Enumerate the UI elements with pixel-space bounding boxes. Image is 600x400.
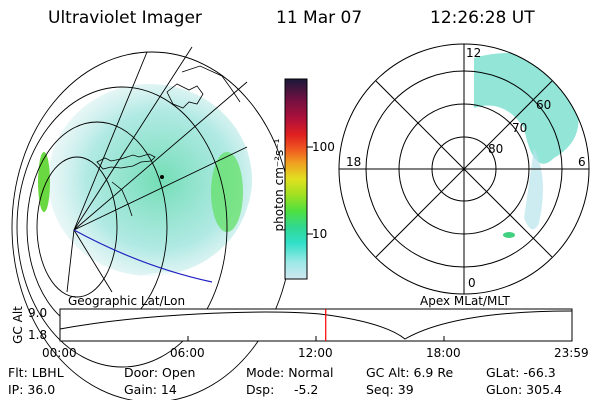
ip-label: IP: 36.0 bbox=[8, 382, 56, 397]
colorbar bbox=[284, 78, 313, 280]
lat-label-60: 60 bbox=[536, 98, 552, 112]
colorbar-tick-10: 10 bbox=[312, 227, 328, 241]
polar-grid bbox=[338, 43, 590, 295]
lat-lon-grid bbox=[11, 46, 293, 400]
mode-label: Mode: Normal bbox=[246, 365, 334, 380]
mlt-label-12: 12 bbox=[466, 46, 482, 60]
gc-alt-label: GC Alt: 6.9 Re bbox=[366, 365, 454, 380]
dsp-value: -5.2 bbox=[294, 382, 319, 397]
timeline-y-tick-bottom: 1.8 bbox=[28, 328, 48, 342]
timeline-x-tick-1800: 18:00 bbox=[426, 346, 461, 360]
lat-label-70: 70 bbox=[512, 121, 528, 135]
colorbar-tick-100: 100 bbox=[312, 140, 335, 154]
timeline-y-axis-label: GC Alt bbox=[11, 306, 25, 344]
polar-mlt-plot bbox=[338, 43, 590, 295]
timeline-x-tick-0000: 00:00 bbox=[42, 346, 77, 360]
aurora-emission-left bbox=[48, 84, 252, 276]
glon-label: GLon: 305.4 bbox=[486, 382, 562, 397]
left-panel-caption: Geographic Lat/Lon bbox=[68, 294, 186, 308]
mlt-label-18: 18 bbox=[346, 155, 362, 169]
dsp-label: Dsp: bbox=[246, 382, 275, 397]
timeline-x-tick-0600: 06:00 bbox=[170, 346, 205, 360]
date-label: 11 Mar 07 bbox=[276, 8, 363, 28]
glat-label: GLat: -66.3 bbox=[486, 365, 556, 380]
door-label: Door: Open bbox=[124, 365, 196, 380]
satellite-track bbox=[73, 229, 213, 283]
instrument-title: Ultraviolet Imager bbox=[48, 8, 202, 28]
timeline-x-tick-1200: 12:00 bbox=[298, 346, 333, 360]
filter-label: Flt: LBHL bbox=[8, 365, 64, 380]
mlt-label-6: 6 bbox=[578, 155, 586, 169]
timeline-plot bbox=[59, 308, 573, 342]
time-label: 12:26:28 UT bbox=[430, 8, 535, 28]
lat-label-80: 80 bbox=[488, 142, 504, 156]
colorbar-unit-label: photon cm⁻²s⁻¹ bbox=[272, 138, 286, 232]
timeline-x-tick-2359: 23:59 bbox=[554, 346, 589, 360]
seq-label: Seq: 39 bbox=[366, 382, 414, 397]
altitude-curve bbox=[59, 310, 573, 340]
coastlines bbox=[96, 65, 241, 217]
gain-label: Gain: 14 bbox=[124, 382, 177, 397]
mlt-label-0: 0 bbox=[468, 276, 476, 290]
timeline-y-tick-top: 9.0 bbox=[28, 306, 48, 320]
right-panel-caption: Apex MLat/MLT bbox=[420, 294, 510, 308]
geographic-image-panel bbox=[11, 46, 293, 400]
